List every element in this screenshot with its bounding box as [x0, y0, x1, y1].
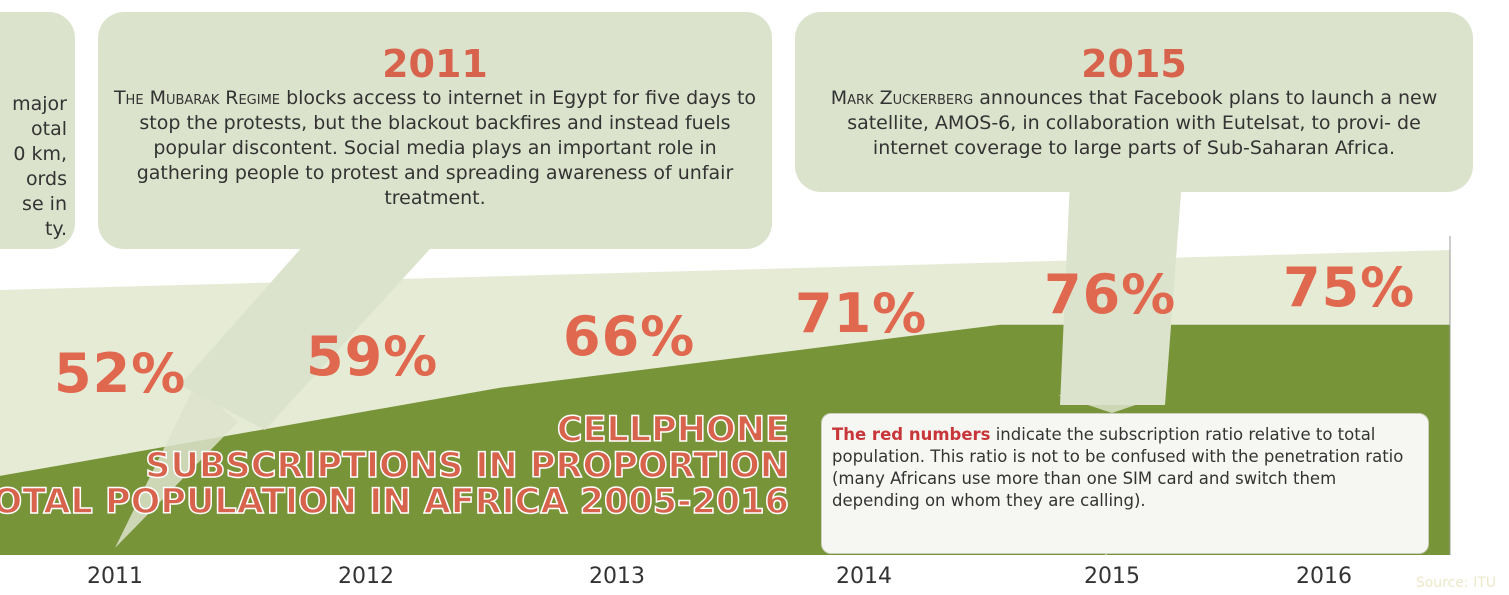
x-tick-label: 2011	[87, 564, 143, 589]
chart-title-line: SUBSCRIPTIONS IN PROPORTION	[144, 446, 789, 486]
x-tick-label: 2013	[589, 564, 645, 589]
callout-2015-year: 2015	[1081, 42, 1187, 86]
callout-left-text: major otal 0 km, ords se in ty.	[0, 92, 67, 242]
callout-2011-text: The Mubarak Regime blocks access to inte…	[112, 86, 758, 211]
callout-2015-body: announces that Facebook plans to launch …	[847, 87, 1438, 159]
value-label: 52%	[54, 342, 187, 405]
x-tick-label: 2015	[1084, 564, 1140, 589]
callout-2015-text: Mark Zuckerberg announces that Facebook …	[809, 86, 1459, 161]
callout-left-line: ty.	[44, 218, 67, 240]
callout-2015-pointer	[1060, 180, 1182, 405]
callout-2011-body: blocks access to internet in Egypt for f…	[136, 87, 757, 209]
callout-left-line: 0 km,	[13, 143, 67, 165]
callout-2011-pointer	[180, 238, 440, 430]
callout-2011: 2011 The Mubarak Regime blocks access to…	[98, 12, 772, 249]
x-tick-label: 2016	[1296, 564, 1352, 589]
callout-left-line: major	[12, 93, 67, 115]
value-label: 71%	[795, 282, 928, 345]
callout-left-line: otal	[31, 118, 67, 140]
note-box: The red numbers indicate the subscriptio…	[821, 413, 1429, 554]
value-label: 75%	[1283, 256, 1416, 319]
callout-2011-pointer-tip	[115, 385, 238, 548]
value-label: 66%	[563, 305, 696, 368]
value-label: 76%	[1044, 263, 1177, 326]
chart-title-line: TOTAL POPULATION IN AFRICA 2005-2016	[0, 482, 790, 522]
chart-title: CELLPHONE SUBSCRIPTIONS IN PROPORTION TO…	[0, 410, 790, 522]
callout-left-line: se in	[22, 193, 67, 215]
x-tick-label: 2014	[836, 564, 892, 589]
value-label: 59%	[306, 325, 439, 388]
callout-2011-year: 2011	[382, 42, 488, 86]
source-label: Source: ITU	[1415, 575, 1496, 591]
callout-2015-pointer-tip	[1058, 395, 1165, 413]
callout-left-line: ords	[25, 168, 67, 190]
note-highlight: The red numbers	[832, 425, 991, 444]
x-tick-label: 2012	[338, 564, 394, 589]
note-text: indicate the subscription ratio relative…	[832, 425, 1404, 510]
callout-left-partial: major otal 0 km, ords se in ty.	[0, 12, 75, 249]
callout-2011-lead: The Mubarak Regime	[113, 87, 281, 109]
callout-2015-lead: Mark Zuckerberg	[830, 87, 974, 109]
callout-2015: 2015 Mark Zuckerberg announces that Face…	[795, 12, 1473, 192]
chart-title-line: CELLPHONE	[556, 410, 790, 450]
